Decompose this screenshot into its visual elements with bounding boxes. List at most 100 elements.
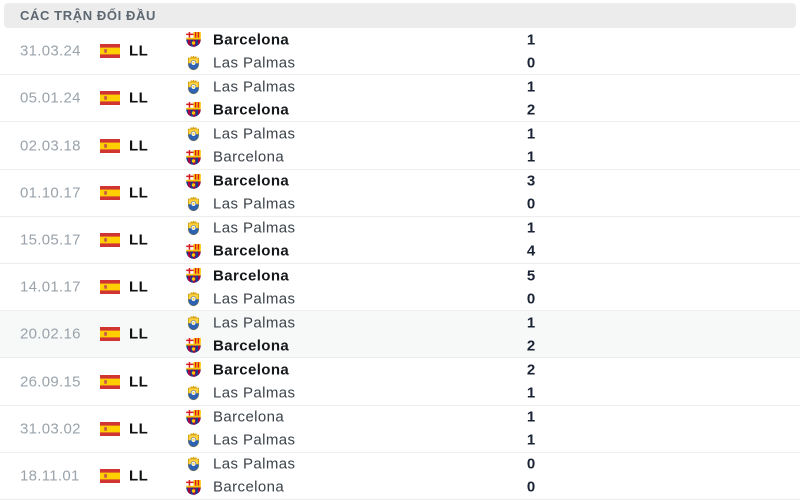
league-code: LL <box>129 137 149 154</box>
team-line: Barcelona 1 <box>0 146 800 169</box>
match-date: 31.03.24 <box>20 42 81 60</box>
match-date: 18.11.01 <box>20 467 80 485</box>
team-score: 4 <box>526 242 536 260</box>
league-code: LL <box>129 184 149 202</box>
team-line: Las Palmas 0 <box>0 193 800 216</box>
spain-flag-icon <box>100 44 120 59</box>
match-row[interactable]: 26.09.15 LL <box>0 358 800 406</box>
team-line: Barcelona 1 <box>0 28 800 51</box>
team-score: 1 <box>526 31 536 49</box>
team-line: Las Palmas 1 <box>0 75 800 98</box>
team-name: Las Palmas <box>213 314 296 332</box>
match-row[interactable]: 01.10.17 LL <box>0 169 800 217</box>
team-name: Barcelona <box>213 101 290 119</box>
team-name: Las Palmas <box>213 290 296 308</box>
spain-flag-icon <box>100 91 120 106</box>
team-score: 2 <box>526 101 536 119</box>
team-score: 1 <box>526 314 536 332</box>
barcelona-crest-icon <box>184 337 202 355</box>
match-date: 01.10.17 <box>20 184 81 202</box>
team-score: 0 <box>526 54 536 72</box>
barcelona-crest-icon <box>184 361 202 379</box>
team-score: 0 <box>526 478 536 496</box>
team-name: Las Palmas <box>213 54 296 72</box>
match-row[interactable]: 18.11.01 LL Las Palmas 0 <box>0 452 800 500</box>
team-line: Las Palmas 1 <box>0 217 800 240</box>
team-name: Las Palmas <box>213 219 296 237</box>
team-score: 2 <box>526 337 536 355</box>
spain-flag-icon <box>100 468 120 483</box>
team-score: 2 <box>526 361 536 379</box>
team-name: Las Palmas <box>213 431 296 449</box>
match-row[interactable]: 14.01.17 LL <box>0 264 800 312</box>
barcelona-crest-icon <box>184 101 202 119</box>
spain-flag-icon <box>100 138 120 153</box>
league-code: LL <box>129 420 149 438</box>
league-code: LL <box>129 373 149 391</box>
barcelona-crest-icon <box>184 478 202 496</box>
team-line: Las Palmas 1 <box>0 122 800 145</box>
barcelona-crest-icon <box>184 267 202 285</box>
league-code: LL <box>129 278 149 296</box>
team-name: Las Palmas <box>213 125 296 143</box>
match-row[interactable]: 02.03.18 LL Las Palmas 1 <box>0 122 800 170</box>
team-name: Barcelona <box>213 337 290 355</box>
team-name: Las Palmas <box>213 455 296 473</box>
spain-flag-icon <box>100 280 120 295</box>
team-line: Barcelona 4 <box>0 240 800 263</box>
match-date: 14.01.17 <box>20 278 81 296</box>
match-lines: Las Palmas 0 Barcelona <box>0 453 800 499</box>
team-line: Barcelona 2 <box>0 358 800 381</box>
team-line: Las Palmas 1 <box>0 429 800 452</box>
team-score: 5 <box>526 267 536 285</box>
match-date: 26.09.15 <box>20 373 81 391</box>
team-name: Barcelona <box>213 242 290 260</box>
section-title: CÁC TRẬN ĐỐI ĐẦU <box>20 8 156 23</box>
match-date: 02.03.18 <box>20 137 81 154</box>
team-name: Barcelona <box>213 172 290 190</box>
match-lines: Las Palmas 1 Barcelona <box>0 122 800 168</box>
team-score: 1 <box>526 408 536 426</box>
team-score: 1 <box>526 219 536 237</box>
match-list: 31.03.24 LL <box>0 28 800 500</box>
las-palmas-crest-icon <box>184 290 202 308</box>
las-palmas-crest-icon <box>184 314 202 332</box>
match-row[interactable]: 05.01.24 LL Las Palmas 1 <box>0 75 800 123</box>
match-row[interactable]: 31.03.24 LL <box>0 28 800 76</box>
spain-flag-icon <box>100 232 120 247</box>
team-name: Las Palmas <box>213 195 296 213</box>
match-date: 31.03.02 <box>20 420 81 438</box>
match-lines: Barcelona 5 Las Palmas 0 <box>0 264 800 310</box>
section-header: CÁC TRẬN ĐỐI ĐẦU <box>4 3 796 28</box>
spain-flag-icon <box>100 374 120 389</box>
team-score: 1 <box>526 78 536 96</box>
team-score: 3 <box>526 172 536 190</box>
team-line: Las Palmas 1 <box>0 382 800 405</box>
las-palmas-crest-icon <box>184 125 202 143</box>
barcelona-crest-icon <box>184 172 202 190</box>
match-lines: Barcelona 1 Las Palmas 0 <box>0 28 800 74</box>
team-line: Las Palmas 0 <box>0 453 800 476</box>
league-code: LL <box>129 467 149 485</box>
team-line: Las Palmas 0 <box>0 51 800 74</box>
team-line: Barcelona 0 <box>0 476 800 499</box>
las-palmas-crest-icon <box>184 455 202 473</box>
team-name: Barcelona <box>213 478 285 496</box>
spain-flag-icon <box>100 185 120 200</box>
team-name: Barcelona <box>213 148 285 166</box>
team-line: Las Palmas 0 <box>0 287 800 310</box>
match-date: 20.02.16 <box>20 325 81 343</box>
match-date: 15.05.17 <box>20 231 81 249</box>
league-code: LL <box>129 89 149 107</box>
las-palmas-crest-icon <box>184 384 202 402</box>
match-row[interactable]: 20.02.16 LL Las Palmas 1 <box>0 311 800 359</box>
match-lines: Las Palmas 1 Barcelona <box>0 75 800 121</box>
team-line: Barcelona 3 <box>0 170 800 193</box>
match-lines: Las Palmas 1 Barcelona <box>0 217 800 263</box>
match-lines: Las Palmas 1 Barcelona <box>0 311 800 357</box>
match-row[interactable]: 15.05.17 LL Las Palmas 1 <box>0 216 800 265</box>
match-lines: Barcelona 1 Las Palmas 1 <box>0 406 800 452</box>
match-row[interactable]: 31.03.02 LL <box>0 405 800 453</box>
team-name: Las Palmas <box>213 384 296 402</box>
